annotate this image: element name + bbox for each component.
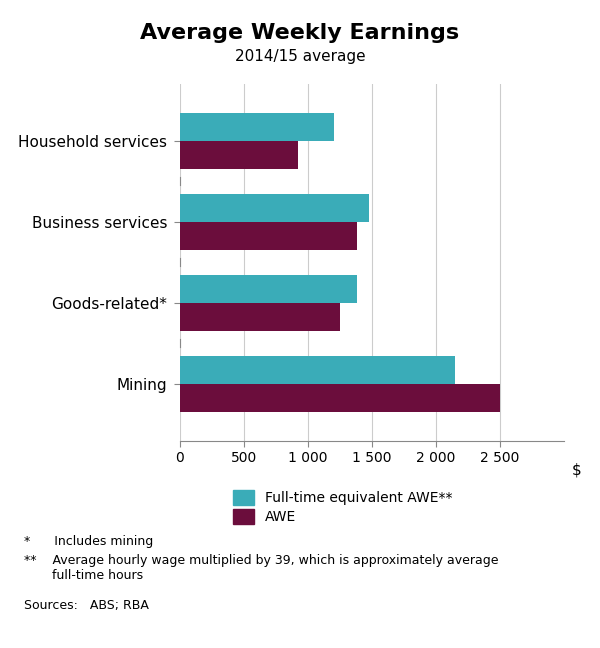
Bar — [180, 222, 356, 250]
Bar — [180, 303, 340, 331]
Bar — [180, 113, 334, 141]
Bar — [180, 356, 455, 384]
Text: Average Weekly Earnings: Average Weekly Earnings — [140, 23, 460, 43]
Text: Sources:   ABS; RBA: Sources: ABS; RBA — [24, 599, 149, 612]
Bar — [180, 141, 298, 169]
Text: $: $ — [572, 462, 581, 477]
Text: 2014/15 average: 2014/15 average — [235, 49, 365, 64]
Bar — [180, 194, 370, 222]
Text: *      Includes mining: * Includes mining — [24, 535, 153, 548]
Bar — [180, 275, 356, 303]
Text: **    Average hourly wage multiplied by 39, which is approximately average
     : ** Average hourly wage multiplied by 39,… — [24, 554, 499, 582]
Bar — [180, 384, 500, 412]
Legend: Full-time equivalent AWE**, AWE: Full-time equivalent AWE**, AWE — [233, 491, 452, 524]
